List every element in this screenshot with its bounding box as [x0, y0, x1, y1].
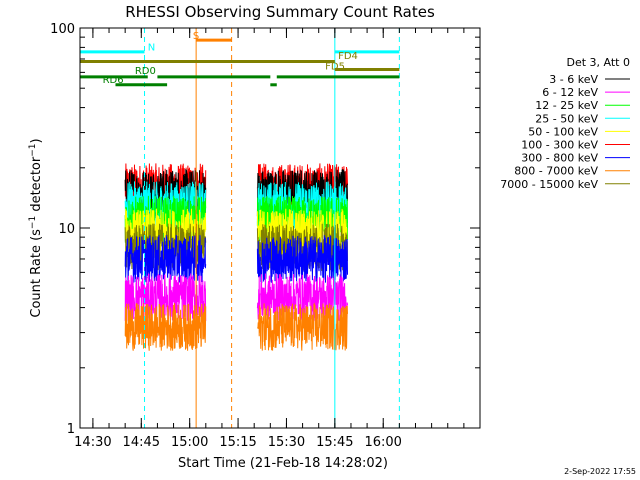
chart-title: RHESSI Observing Summary Count Rates: [125, 3, 435, 21]
x-axis-label: Start Time (21-Feb-18 14:28:02): [178, 456, 388, 471]
legend-entry-label: 300 - 800 keV: [521, 152, 598, 165]
x-tick-label: 14:45: [123, 435, 160, 450]
y-tick-label: 1: [67, 422, 75, 437]
legend-title: Det 3, Att 0: [567, 56, 631, 69]
state-bar-label: S: [193, 31, 199, 42]
x-tick-label: 14:30: [74, 435, 111, 450]
series-line: [256, 273, 348, 322]
state-bar-label: N: [148, 43, 155, 54]
y-tick-label: 100: [50, 22, 75, 37]
legend-entry-label: 800 - 7000 keV: [514, 165, 598, 178]
y-axis-label: Count Rate (s−1 detector−1): [28, 138, 44, 317]
series-line: [124, 273, 207, 322]
x-tick-label: 15:00: [171, 435, 208, 450]
legend-entry-label: 50 - 100 keV: [528, 125, 598, 138]
series-line: [124, 235, 207, 283]
state-bar-label: RD0: [135, 66, 156, 77]
footer-date: 2-Sep-2022 17:55: [564, 467, 636, 476]
legend-entry-label: 12 - 25 keV: [535, 99, 598, 112]
series-line: [256, 235, 348, 283]
legend-entry-label: 100 - 300 keV: [521, 139, 598, 152]
series-line: [257, 302, 348, 351]
x-tick-label: 15:30: [268, 435, 305, 450]
legend-entry-label: 7000 - 15000 keV: [500, 178, 598, 191]
legend-entry-label: 3 - 6 keV: [549, 73, 598, 86]
legend-entry-label: 25 - 50 keV: [535, 112, 598, 125]
state-bar-label: FD5: [325, 62, 345, 73]
series-line: [124, 303, 207, 351]
y-tick-label: 10: [58, 222, 75, 237]
legend-entry-label: 6 - 12 keV: [542, 86, 598, 99]
state-bar-label: FD4: [338, 51, 358, 62]
x-axis: 14:30 14:45 15:00 15:15 15:30 15:45 16:00: [74, 28, 481, 450]
state-bar-label: RD6: [103, 75, 124, 86]
x-tick-label: 16:00: [364, 435, 401, 450]
x-tick-label: 15:15: [219, 435, 256, 450]
x-tick-label: 15:45: [316, 435, 353, 450]
y-axis: 1 10 100: [50, 22, 480, 437]
